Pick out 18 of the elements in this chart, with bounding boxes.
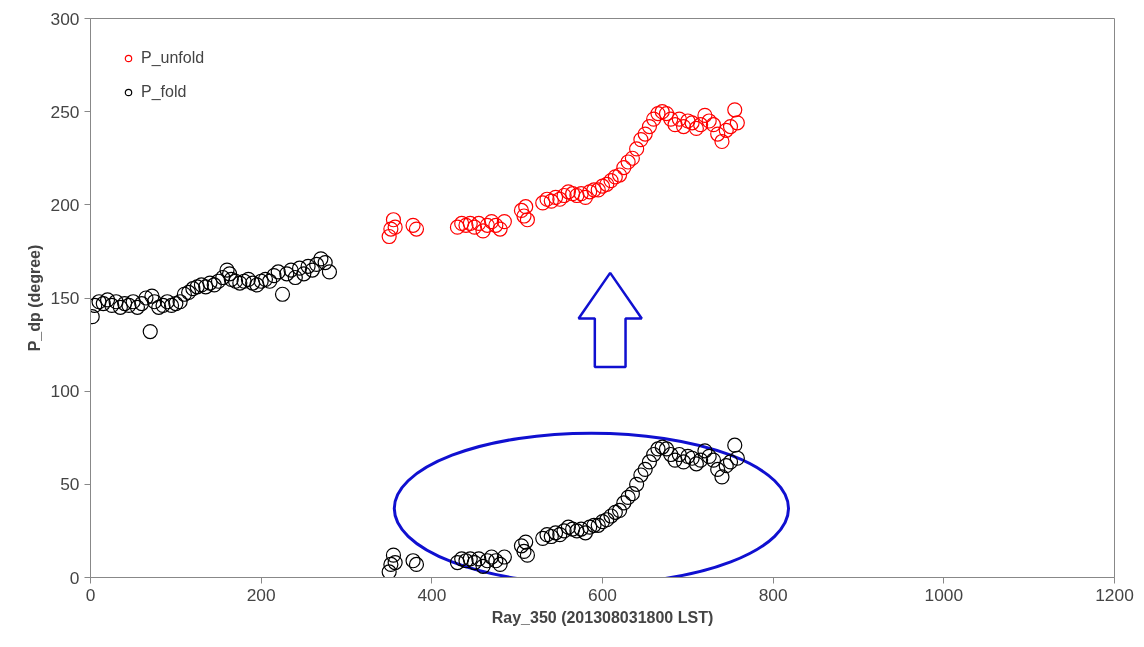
x-axis-title: Ray_350 (201308031800 LST) [491, 608, 714, 626]
y-axis-title: P_dp (degree) [25, 244, 43, 352]
y-tick-label: 250 [50, 101, 80, 122]
x-tick-label: 1200 [1095, 584, 1134, 605]
x-tick-label: 1000 [924, 584, 964, 605]
y-tick-label: 150 [50, 288, 80, 308]
y-tick-label: 100 [50, 381, 80, 402]
y-tick-label: 50 [60, 474, 80, 495]
y-tick-label: 0 [69, 567, 80, 588]
x-tick-label: 200 [246, 584, 276, 605]
y-tick-label: 300 [50, 8, 80, 29]
x-tick-label: 800 [758, 584, 788, 605]
x-tick-label: 0 [85, 584, 96, 605]
legend-label: P_unfold [141, 49, 205, 67]
y-tick-label: 200 [50, 194, 80, 215]
legend-label: P_fold [141, 83, 187, 101]
x-tick-label: 400 [417, 584, 447, 605]
x-tick-label: 600 [588, 584, 617, 605]
